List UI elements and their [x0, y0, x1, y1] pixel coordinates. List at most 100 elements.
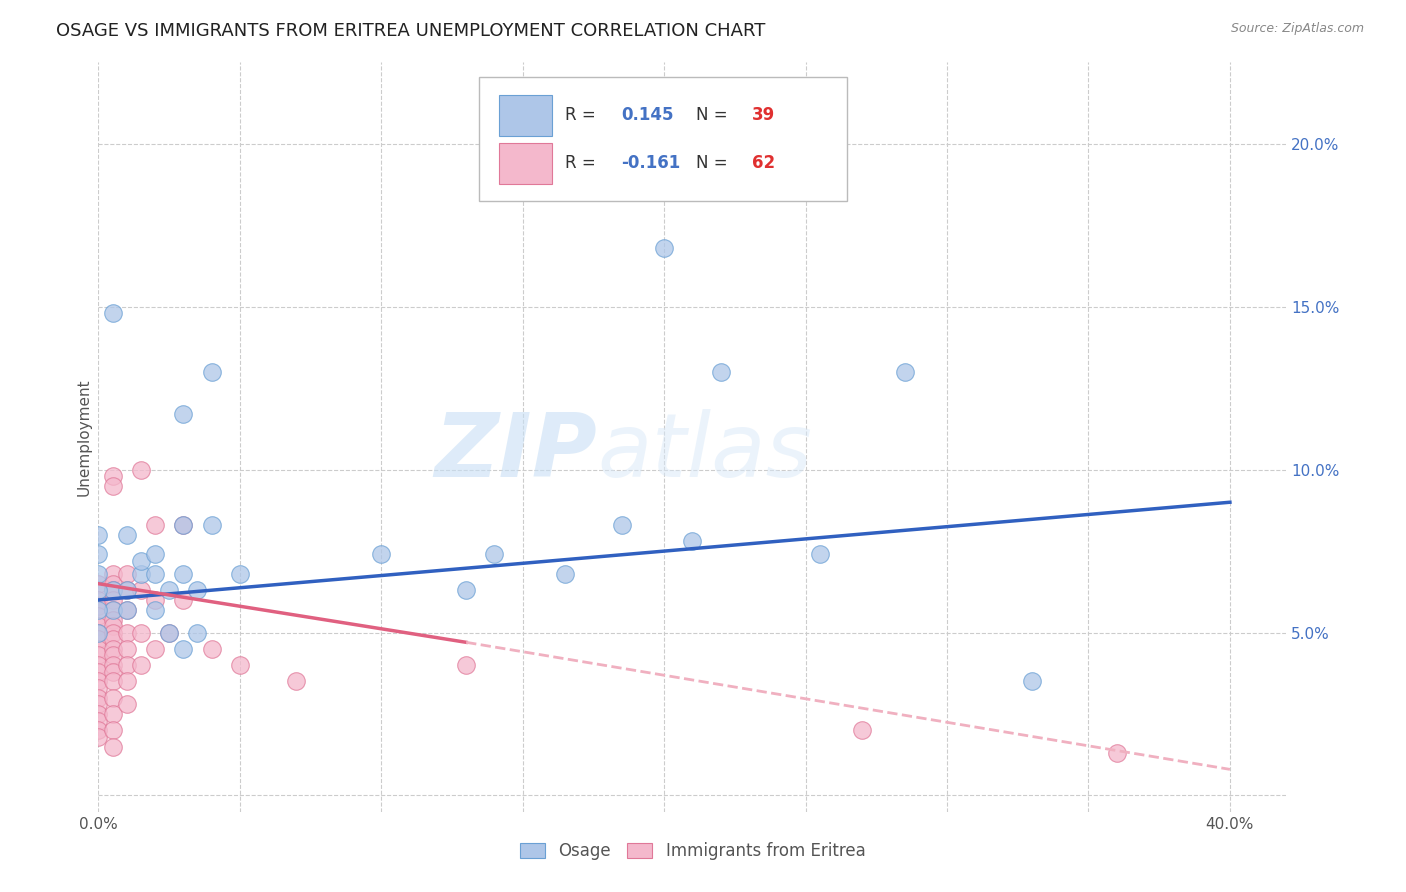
Point: [101, 619, 124, 633]
Point: [101, 632, 124, 646]
Point: [186, 583, 208, 598]
Point: [101, 603, 124, 617]
Point: [101, 723, 124, 738]
Point: [101, 613, 124, 627]
Point: [172, 518, 194, 533]
Point: [101, 625, 124, 640]
Point: [115, 603, 138, 617]
Bar: [499, 143, 553, 184]
Point: [87, 576, 110, 591]
Text: N =: N =: [696, 153, 728, 172]
Point: [229, 566, 252, 581]
Point: [370, 547, 392, 561]
Point: [87, 648, 110, 663]
Point: [101, 576, 124, 591]
Point: [554, 566, 576, 581]
Point: [172, 407, 194, 421]
Point: [87, 674, 110, 689]
Legend: Osage, Immigrants from Eritrea: Osage, Immigrants from Eritrea: [513, 836, 872, 867]
Point: [87, 619, 110, 633]
Text: 39: 39: [752, 106, 775, 124]
Point: [87, 528, 110, 542]
Point: [115, 603, 138, 617]
FancyBboxPatch shape: [478, 78, 846, 201]
Point: [87, 690, 110, 705]
Point: [1105, 746, 1128, 760]
Point: [610, 518, 633, 533]
Text: R =: R =: [565, 153, 596, 172]
Point: [456, 583, 478, 598]
Point: [157, 583, 180, 598]
Point: [115, 528, 138, 542]
Point: [143, 566, 166, 581]
Point: [200, 641, 222, 656]
Point: [143, 518, 166, 533]
Point: [101, 674, 124, 689]
Point: [101, 690, 124, 705]
Point: [115, 697, 138, 711]
Text: atlas: atlas: [598, 409, 813, 495]
Point: [101, 739, 124, 754]
Point: [101, 583, 124, 598]
Point: [87, 547, 110, 561]
Point: [129, 566, 152, 581]
Point: [101, 593, 124, 607]
Point: [101, 648, 124, 663]
Point: [682, 534, 704, 549]
Point: [101, 583, 124, 598]
Point: [172, 593, 194, 607]
Point: [101, 641, 124, 656]
Point: [172, 566, 194, 581]
Point: [87, 697, 110, 711]
Bar: [499, 95, 553, 136]
Point: [143, 593, 166, 607]
Point: [115, 566, 138, 581]
Point: [87, 625, 110, 640]
Point: [87, 625, 110, 640]
Point: [115, 641, 138, 656]
Point: [87, 599, 110, 614]
Point: [87, 641, 110, 656]
Point: [87, 603, 110, 617]
Point: [101, 479, 124, 493]
Point: [101, 566, 124, 581]
Text: R =: R =: [565, 106, 596, 124]
Text: 0.145: 0.145: [621, 106, 673, 124]
Point: [87, 566, 110, 581]
Point: [200, 365, 222, 379]
Point: [710, 365, 733, 379]
Point: [87, 593, 110, 607]
Point: [1021, 674, 1043, 689]
Point: [186, 625, 208, 640]
Point: [115, 583, 138, 598]
Point: [87, 681, 110, 695]
Text: ZIP: ZIP: [434, 409, 598, 496]
Point: [115, 625, 138, 640]
Point: [456, 658, 478, 673]
Point: [101, 469, 124, 483]
Point: [87, 665, 110, 679]
Point: [129, 625, 152, 640]
Point: [157, 625, 180, 640]
Point: [87, 706, 110, 721]
Point: [129, 583, 152, 598]
Point: [87, 583, 110, 598]
Point: [143, 641, 166, 656]
Point: [87, 723, 110, 738]
Point: [87, 632, 110, 646]
Point: [101, 603, 124, 617]
Point: [484, 547, 506, 561]
Point: [87, 609, 110, 624]
Point: [101, 665, 124, 679]
Point: [200, 518, 222, 533]
Point: [143, 603, 166, 617]
Point: [87, 658, 110, 673]
Text: N =: N =: [696, 106, 728, 124]
Point: [157, 625, 180, 640]
Point: [851, 723, 873, 738]
Point: [87, 730, 110, 744]
Point: [129, 463, 152, 477]
Point: [172, 518, 194, 533]
Text: Source: ZipAtlas.com: Source: ZipAtlas.com: [1230, 22, 1364, 36]
Point: [101, 306, 124, 320]
